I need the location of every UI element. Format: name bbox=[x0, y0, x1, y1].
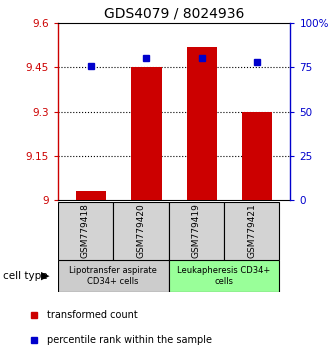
Bar bbox=[169, 202, 224, 260]
Bar bbox=[186, 47, 217, 200]
Bar bbox=[113, 202, 169, 260]
Bar bbox=[58, 202, 113, 260]
Text: GSM779420: GSM779420 bbox=[136, 204, 145, 258]
Text: transformed count: transformed count bbox=[47, 309, 138, 320]
Text: GSM779421: GSM779421 bbox=[247, 204, 256, 258]
Text: GSM779419: GSM779419 bbox=[192, 204, 201, 258]
Bar bbox=[58, 260, 169, 292]
Bar bbox=[169, 260, 279, 292]
Text: Lipotransfer aspirate
CD34+ cells: Lipotransfer aspirate CD34+ cells bbox=[69, 267, 157, 286]
Title: GDS4079 / 8024936: GDS4079 / 8024936 bbox=[104, 6, 244, 21]
Bar bbox=[76, 191, 106, 200]
Text: ▶: ▶ bbox=[41, 271, 50, 281]
Text: cell type: cell type bbox=[3, 271, 48, 281]
Bar bbox=[224, 202, 279, 260]
Text: percentile rank within the sample: percentile rank within the sample bbox=[47, 335, 212, 346]
Text: Leukapheresis CD34+
cells: Leukapheresis CD34+ cells bbox=[177, 267, 271, 286]
Bar bbox=[131, 67, 162, 200]
Bar bbox=[242, 112, 272, 200]
Text: GSM779418: GSM779418 bbox=[81, 204, 90, 258]
